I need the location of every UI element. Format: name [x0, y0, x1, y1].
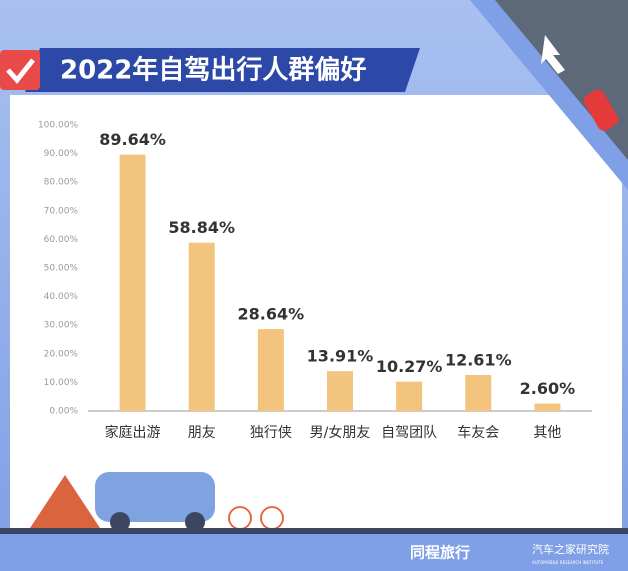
brand: 汽车之家研究院 [532, 542, 609, 556]
bar [119, 154, 146, 412]
y-tick-label: 50.00% [44, 264, 79, 274]
road-arrow [541, 35, 565, 74]
value-label: 28.64% [238, 305, 305, 324]
y-tick-label: 60.00% [44, 235, 79, 245]
footer [0, 534, 628, 571]
bar [327, 371, 353, 411]
check-icon [6, 58, 35, 84]
x-tick-label: 其他 [533, 425, 561, 441]
value-label: 89.64% [99, 130, 166, 149]
wheel [110, 512, 130, 532]
y-tick-label: 40.00% [44, 292, 79, 302]
ground [0, 528, 628, 534]
y-tick-label: 70.00% [44, 206, 79, 216]
wheel [185, 512, 205, 532]
value-label: 2.60% [520, 379, 576, 398]
chart-title: 2022年自驾出行人群偏好 [60, 55, 366, 86]
value-label: 13.91% [307, 347, 374, 366]
title-banner [25, 48, 420, 92]
check-box [0, 50, 40, 90]
y-tick-label: 90.00% [44, 149, 79, 159]
bar [257, 329, 284, 411]
x-tick-label: 家庭出游 [105, 424, 161, 441]
y-tick-label: 0.00% [49, 407, 78, 417]
y-tick-label: 80.00% [44, 178, 79, 188]
x-tick-label: 车友会 [457, 424, 499, 441]
y-tick-label: 20.00% [44, 349, 79, 359]
value-label: 12.61% [445, 350, 512, 369]
panel [10, 95, 622, 535]
bar [396, 381, 423, 411]
y-tick-label: 100.00% [38, 121, 78, 131]
x-tick-label: 朋友 [188, 425, 216, 441]
bar [465, 374, 492, 411]
car [583, 89, 619, 131]
brand: 同程旅行 [410, 544, 470, 562]
brand-sub: AUTOMOBILE RESEARCH INSTITUTE [532, 560, 604, 565]
value-label: 58.84% [168, 218, 235, 237]
value-label: 10.27% [376, 357, 443, 376]
tent [30, 475, 100, 528]
x-tick-label: 男/女朋友 [310, 424, 371, 441]
x-tick-label: 独行侠 [250, 425, 292, 441]
van [95, 472, 215, 522]
bar [534, 403, 561, 411]
y-tick-label: 10.00% [44, 378, 79, 388]
bar [188, 242, 215, 411]
y-tick-label: 30.00% [44, 321, 79, 331]
x-tick-label: 自驾团队 [381, 425, 437, 441]
